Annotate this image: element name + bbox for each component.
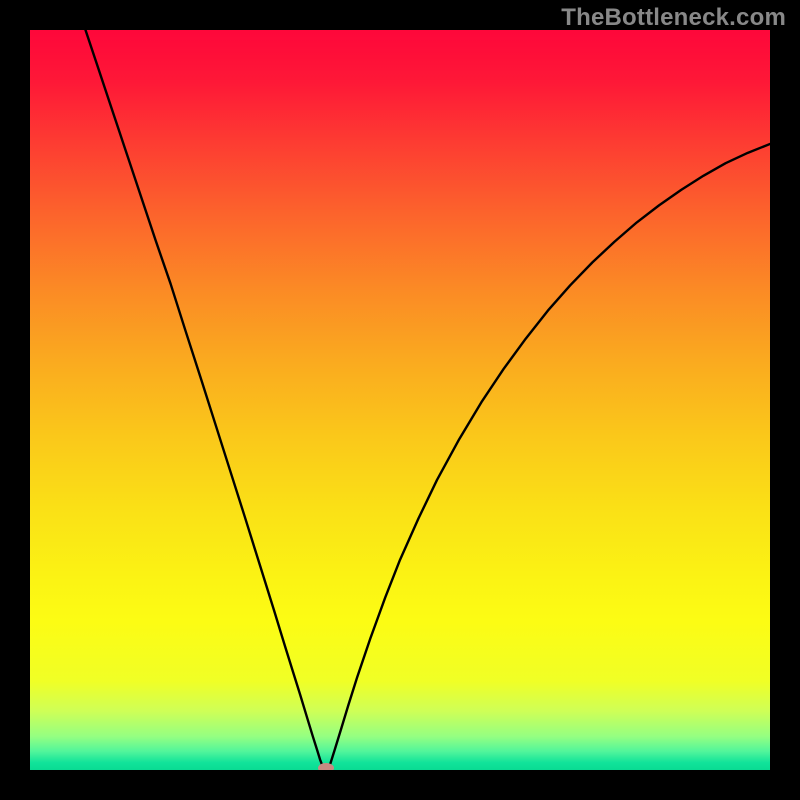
bottleneck-curve	[86, 30, 771, 770]
bottleneck-curve-svg	[30, 30, 770, 770]
chart-container: TheBottleneck.com	[0, 0, 800, 800]
watermark-text: TheBottleneck.com	[561, 4, 786, 32]
plot-area	[30, 30, 770, 770]
minimum-marker-ellipse	[318, 763, 334, 770]
